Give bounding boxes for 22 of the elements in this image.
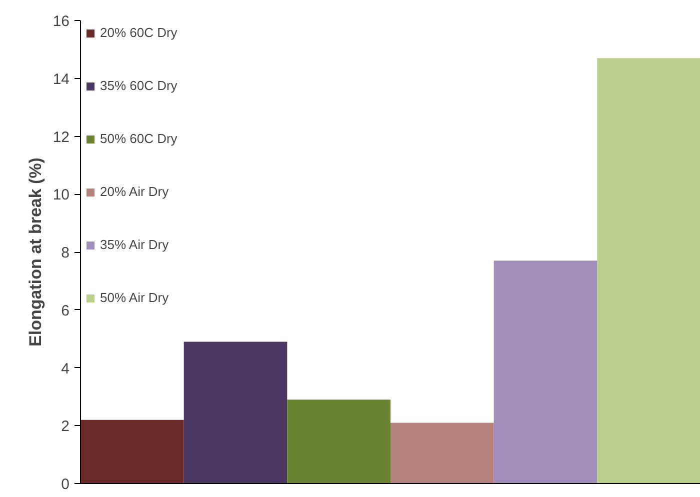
bar [184,342,288,484]
legend-label: 50% 60C Dry [100,131,178,146]
y-axis-title: Elongation at break (%) [26,158,45,346]
bar [597,58,700,484]
bar [80,420,184,484]
y-tick-label: 0 [61,476,70,493]
y-tick-label: 16 [52,13,70,30]
y-tick-label: 4 [61,360,70,378]
y-tick-label: 14 [52,70,70,88]
legend-label: 35% Air Dry [100,237,169,252]
bar [494,260,598,484]
y-tick-label: 6 [61,302,70,320]
legend-label: 20% 60C Dry [100,25,178,40]
y-tick-label: 10 [52,186,70,204]
legend-label: 20% Air Dry [100,184,169,199]
y-tick-label: 8 [61,244,70,262]
y-tick-label: 2 [61,418,70,436]
legend-label: 35% 60C Dry [100,78,178,93]
y-tick-label: 12 [52,128,70,146]
bar [390,422,494,484]
legend-label: 50% Air Dry [100,290,169,305]
bar [287,400,390,484]
